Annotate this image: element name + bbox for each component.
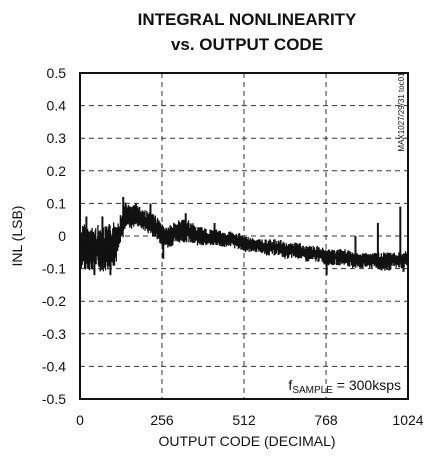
y-tick-label: -0.5 <box>42 391 66 407</box>
y-tick-label: -0.1 <box>42 261 66 277</box>
y-tick-label: 0.4 <box>47 98 67 114</box>
annotation-sub: SAMPLE <box>292 385 333 396</box>
watermark-label: MAX1027/29/31 toc01 <box>397 72 406 152</box>
y-tick-label: 0.2 <box>47 163 67 179</box>
y-tick-label: 0.5 <box>47 65 67 81</box>
x-tick-labels: 0 256 512 768 1024 <box>76 412 424 428</box>
chart-subtitle: vs. OUTPUT CODE <box>171 35 323 54</box>
y-tick-label: -0.2 <box>42 293 66 309</box>
y-tick-label: 0 <box>58 228 66 244</box>
annotation-rest: = 300ksps <box>333 377 401 393</box>
sample-rate-annotation: fSAMPLE = 300ksps <box>288 377 401 396</box>
x-tick-label: 256 <box>150 412 174 428</box>
y-tick-label: 0.1 <box>47 195 67 211</box>
annotation-main: f <box>288 377 292 393</box>
grid <box>80 73 408 399</box>
data-layer <box>79 196 409 276</box>
x-tick-label: 1024 <box>392 412 423 428</box>
y-tick-labels: -0.5 -0.4 -0.3 -0.2 -0.1 0 0.1 0.2 0.3 0.4 0.5 <box>42 65 66 407</box>
x-tick-label: 768 <box>314 412 338 428</box>
y-axis-label: INL (LSB) <box>9 206 25 267</box>
x-tick-label: 0 <box>76 412 84 428</box>
plot-frame <box>79 72 409 400</box>
x-axis-label: OUTPUT CODE (DECIMAL) <box>158 433 335 449</box>
y-tick-label: -0.3 <box>42 326 66 342</box>
y-tick-label: 0.3 <box>47 130 67 146</box>
chart-title: INTEGRAL NONLINEARITY <box>138 10 357 29</box>
series-line-0 <box>79 211 409 264</box>
y-tick-label: -0.4 <box>42 358 66 374</box>
x-tick-label: 512 <box>232 412 256 428</box>
